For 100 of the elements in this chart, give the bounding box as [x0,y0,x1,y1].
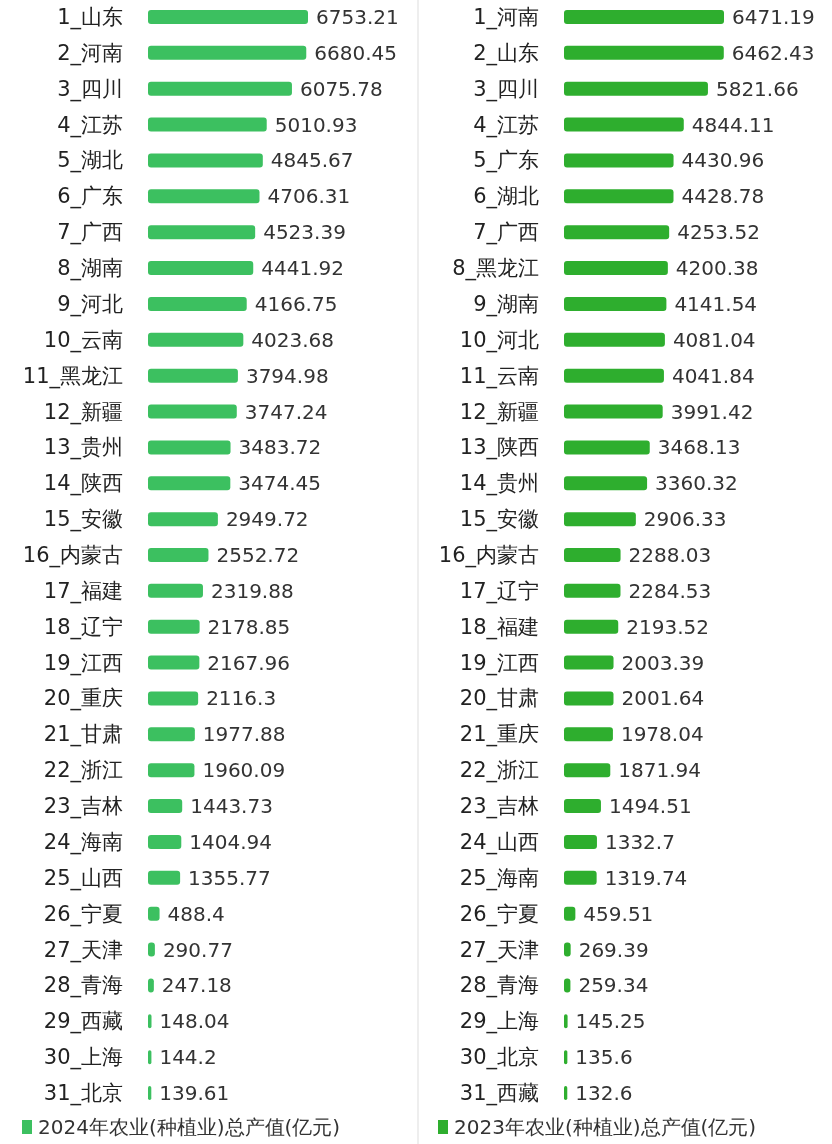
bar [148,691,199,706]
bar [148,153,263,168]
data-label: 6462.43 [731,40,815,65]
y-tick-label: 24_海南 [43,829,123,855]
data-label: 139.61 [159,1081,230,1105]
y-tick-label: 27_天津 [43,937,123,963]
bar [564,834,597,849]
bar [148,870,181,885]
data-label: 2552.72 [216,543,300,567]
bar [564,1014,568,1029]
data-label: 2193.52 [626,614,709,639]
bar [148,225,256,240]
y-tick-label: 9_河北 [57,291,123,317]
y-tick-label: 22_浙江 [43,758,123,784]
y-tick-label: 20_甘肃 [459,686,539,712]
bar [148,906,160,921]
bar [148,548,209,562]
y-tick-label: 3_四川 [57,76,123,102]
data-label: 290.77 [162,937,233,962]
y-tick-label: 23_吉林 [43,794,123,820]
bar [564,261,668,276]
y-tick-label: 2_山东 [473,40,539,66]
bar [148,117,267,132]
y-tick-label: 6_湖北 [473,184,539,210]
y-tick-label: 1_河南 [473,5,539,30]
y-tick-label: 28_青海 [43,973,123,999]
bar [148,799,183,814]
data-label: 3360.32 [655,471,738,496]
bar [148,81,292,96]
y-tick-label: 1_山东 [57,5,123,30]
bar [148,1014,152,1029]
bar [564,870,597,885]
data-label: 6075.78 [299,76,383,101]
y-tick-label: 14_贵州 [459,471,539,497]
data-label: 3468.13 [657,435,741,460]
y-tick-label: 16_内蒙古 [438,543,539,568]
bar [564,225,670,240]
bar [148,296,247,311]
y-tick-label: 26_宁夏 [43,901,123,927]
bar [564,799,601,814]
data-label: 2288.03 [628,543,712,567]
data-label: 269.39 [578,937,649,962]
y-tick-label: 12_新疆 [459,399,539,425]
y-tick-label: 21_重庆 [459,722,539,748]
data-label: 1960.09 [202,758,286,783]
bar [564,368,664,383]
y-tick-label: 10_河北 [459,327,539,353]
y-tick-label: 25_海南 [459,865,539,891]
data-label: 1443.73 [190,794,273,819]
data-label: 4041.84 [671,363,755,388]
data-label: 2001.64 [621,686,705,711]
data-label: 3483.72 [238,435,322,460]
data-label: 259.34 [578,973,649,998]
bar [564,1086,568,1100]
data-label: 6680.45 [314,40,397,65]
bar [148,763,195,778]
bar [564,942,571,957]
data-label: 2906.33 [643,507,727,532]
data-label: 6471.19 [732,5,815,29]
data-label: 1978.04 [620,722,704,747]
data-label: 5010.93 [274,112,358,137]
y-tick-label: 2_河南 [57,40,123,66]
bar [148,189,260,204]
y-tick-label: 6_广东 [57,184,123,210]
bar [564,404,663,419]
data-label: 2949.72 [225,507,309,532]
data-label: 4253.52 [677,220,760,245]
data-label: 1404.94 [189,829,273,854]
data-label: 4845.67 [270,148,354,173]
y-tick-label: 30_上海 [43,1045,123,1071]
bar [564,332,665,347]
data-label: 4428.78 [681,184,765,209]
data-label: 4166.75 [254,291,338,316]
data-label: 4081.04 [672,327,756,352]
y-tick-label: 19_江西 [43,650,123,676]
y-tick-label: 26_宁夏 [459,901,539,927]
data-label: 135.6 [575,1045,633,1070]
y-tick-label: 20_重庆 [43,686,123,712]
bar [148,512,218,527]
data-label: 4523.39 [263,220,346,245]
bar [564,296,667,311]
y-tick-label: 17_辽宁 [459,578,539,604]
y-tick-label: 10_云南 [43,327,123,353]
y-tick-label: 4_江苏 [473,112,539,138]
y-tick-label: 31_北京 [43,1081,123,1106]
y-tick-label: 8_黑龙江 [452,256,539,282]
bar [148,404,237,419]
data-label: 4200.38 [675,256,759,281]
data-label: 4430.96 [681,148,765,173]
bar [148,942,155,957]
bar [564,117,684,132]
bar [148,332,244,347]
y-tick-label: 23_吉林 [459,794,539,820]
y-tick-label: 22_浙江 [459,758,539,784]
data-label: 148.04 [159,1009,230,1034]
data-label: 5821.66 [715,76,799,101]
y-tick-label: 25_山西 [43,865,123,891]
bar [148,834,182,849]
bar [564,583,621,598]
y-tick-label: 29_西藏 [43,1009,123,1035]
